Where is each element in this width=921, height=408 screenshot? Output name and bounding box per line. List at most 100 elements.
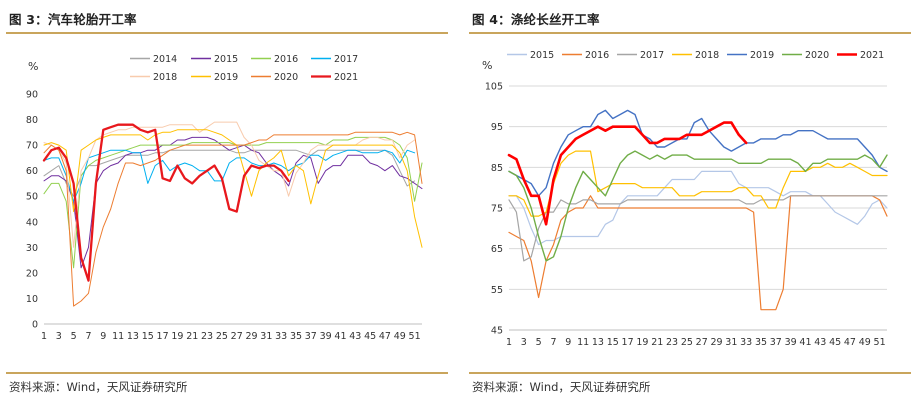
x-tick-label: 47 (844, 337, 856, 348)
x-tick-label: 45 (829, 337, 841, 348)
series-line-2015 (43, 136, 423, 269)
x-tick-label: 37 (770, 337, 782, 348)
x-tick-label: 37 (305, 331, 317, 342)
y-tick-label: 20 (26, 268, 38, 279)
y-tick-label: 0 (32, 320, 38, 331)
x-tick-label: 27 (696, 337, 708, 348)
x-tick-label: 25 (681, 337, 693, 348)
x-tick-label: 21 (651, 337, 663, 348)
x-tick-label: 29 (710, 337, 722, 348)
x-tick-label: 3 (56, 331, 62, 342)
series-line-2020 (43, 131, 423, 307)
legend-label-2018: 2018 (153, 72, 177, 83)
x-tick-label: 31 (725, 337, 737, 348)
x-tick-label: 33 (275, 331, 287, 342)
x-tick-label: 27 (231, 331, 243, 342)
series-line-2018 (43, 121, 416, 248)
x-tick-label: 5 (71, 331, 77, 342)
series-line-2017 (43, 149, 416, 202)
figure-3-bottom-rule (6, 372, 448, 374)
y-tick-label: 10 (26, 294, 38, 305)
x-tick-label: 41 (334, 331, 346, 342)
x-tick-label: 41 (799, 337, 811, 348)
x-tick-label: 47 (379, 331, 391, 342)
x-tick-label: 13 (592, 337, 604, 348)
y-tick-label: 70 (26, 141, 38, 152)
x-tick-label: 13 (127, 331, 139, 342)
x-tick-label: 51 (409, 331, 421, 342)
y-tick-label: 50 (26, 192, 38, 203)
legend-label-2017: 2017 (334, 54, 358, 65)
series-line-2015 (508, 170, 888, 246)
legend-label-2018: 2018 (695, 50, 719, 61)
x-tick-label: 39 (320, 331, 332, 342)
x-tick-label: 39 (785, 337, 797, 348)
x-tick-label: 21 (186, 331, 198, 342)
x-tick-label: 33 (740, 337, 752, 348)
y-tick-label: 45 (491, 326, 503, 337)
figure-3-top-rule (6, 32, 448, 34)
x-tick-label: 7 (85, 331, 91, 342)
figure-3-source: 资料来源：Wind，天风证券研究所 (9, 380, 188, 394)
y-tick-label: 40 (26, 217, 38, 228)
y-tick-label: 30 (26, 243, 38, 254)
series-line-2019 (508, 109, 888, 197)
x-tick-label: 17 (622, 337, 634, 348)
legend-label-2021: 2021 (334, 72, 358, 83)
legend-label-2016: 2016 (585, 50, 609, 61)
y-tick-label: 80 (26, 115, 38, 126)
legend-label-2019: 2019 (214, 72, 238, 83)
x-tick-label: 45 (364, 331, 376, 342)
y-tick-label: 75 (491, 204, 503, 215)
x-tick-label: 11 (577, 337, 589, 348)
legend-label-2019: 2019 (750, 50, 774, 61)
figure-4-top-rule (469, 32, 911, 34)
x-tick-label: 49 (859, 337, 871, 348)
legend-label-2021: 2021 (860, 50, 884, 61)
y-tick-label: 105 (485, 82, 503, 93)
legend-label-2015: 2015 (530, 50, 554, 61)
legend-label-2017: 2017 (640, 50, 664, 61)
x-tick-label: 19 (171, 331, 183, 342)
series-line-2019 (43, 129, 423, 248)
legend-label-2016: 2016 (274, 54, 298, 65)
y-tick-label: 95 (491, 122, 503, 133)
x-tick-label: 9 (100, 331, 106, 342)
legend-label-2020: 2020 (805, 50, 829, 61)
x-tick-label: 43 (814, 337, 826, 348)
series-line-2021 (42, 123, 290, 282)
y-tick-label: 90 (26, 90, 38, 101)
x-tick-label: 19 (636, 337, 648, 348)
figure-4-source: 资料来源：Wind，天风证券研究所 (472, 380, 651, 394)
x-tick-label: 23 (201, 331, 213, 342)
figure-3: 图 3：汽车轮胎开工率 % 0 10 20 30 40 50 60 70 80 90 1 3 5 7 9 11 1… (6, 0, 452, 408)
x-tick-label: 3 (521, 337, 527, 348)
figure-3-title: 图 3：汽车轮胎开工率 (9, 12, 137, 27)
x-tick-label: 1 (41, 331, 47, 342)
x-tick-label: 31 (260, 331, 272, 342)
x-tick-label: 51 (874, 337, 886, 348)
figure-4-bottom-rule (469, 372, 911, 374)
legend-label-2020: 2020 (274, 72, 298, 83)
x-tick-label: 25 (216, 331, 228, 342)
series-line-2018 (508, 150, 888, 217)
x-tick-label: 17 (157, 331, 169, 342)
series-line-2017 (508, 195, 888, 262)
series-line-2021 (507, 121, 748, 226)
legend-label-2015: 2015 (214, 54, 238, 65)
legend-label-2014: 2014 (153, 54, 177, 65)
x-tick-label: 9 (565, 337, 571, 348)
series-line-2016 (43, 136, 423, 269)
y-tick-label: 60 (26, 166, 38, 177)
y-tick-label: 65 (491, 244, 503, 255)
series-line-2020 (508, 150, 888, 262)
x-tick-label: 15 (142, 331, 154, 342)
x-tick-label: 35 (755, 337, 767, 348)
x-tick-label: 7 (550, 337, 556, 348)
y-tick-label: 55 (491, 285, 503, 296)
x-tick-label: 15 (607, 337, 619, 348)
figure-4-title: 图 4：涤纶长丝开工率 (472, 12, 600, 27)
x-tick-label: 43 (349, 331, 361, 342)
x-tick-label: 49 (394, 331, 406, 342)
